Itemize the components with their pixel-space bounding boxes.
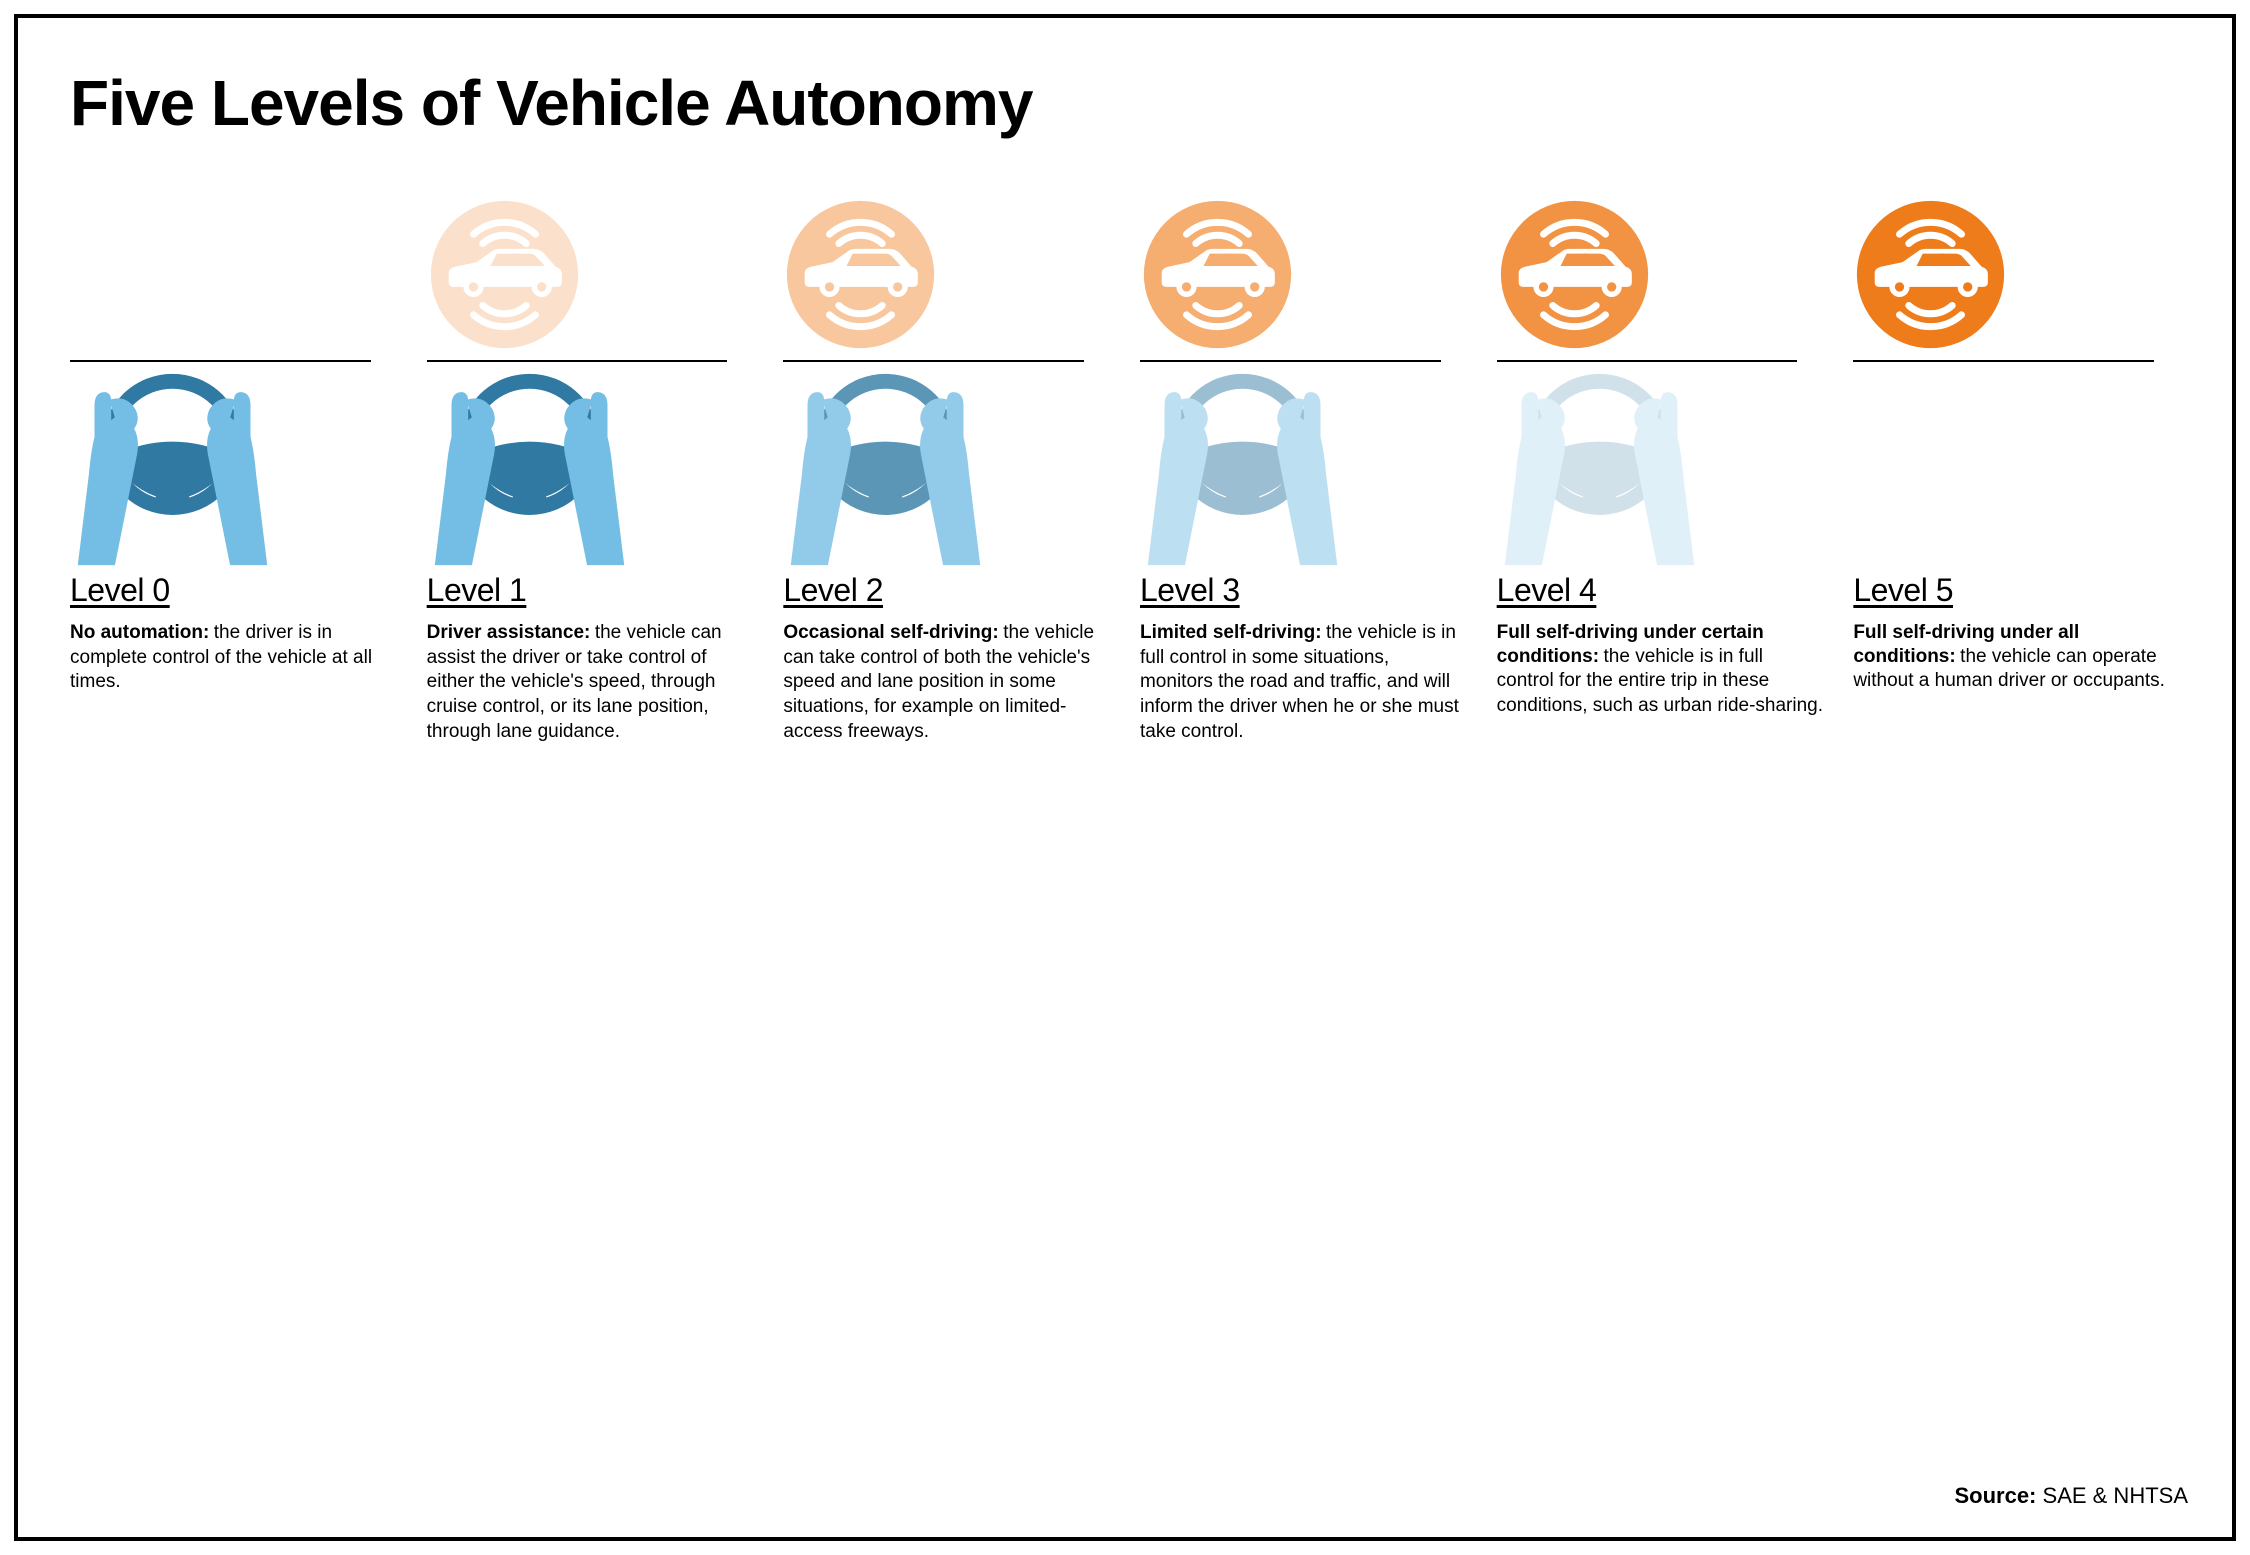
level-subtitle: No automation: [70,622,209,643]
source-label: Source: [1954,1483,2036,1508]
level-column: Level 1 Driver assistance: the vehicle ca… [427,190,754,744]
level-subtitle: Driver assistance: [427,622,591,643]
level-divider [1853,360,2154,362]
level-divider [783,360,1084,362]
level-column: Level 4 Full self-driving under certain c… [1497,190,1824,744]
autonomous-car-icon [1853,190,2180,360]
steering-wheel-icon [1497,372,1824,572]
autonomous-car-icon [1140,190,1467,360]
autonomous-car-icon [70,190,397,360]
infographic-frame: Five Levels of Vehicle Autonomy Level 0 N… [14,14,2236,1541]
level-name: Level 3 [1140,572,1467,609]
steering-wheel-icon [1853,372,2180,572]
level-description: Occasional self-driving: the vehicle can… [783,621,1110,744]
page-title: Five Levels of Vehicle Autonomy [70,66,2180,140]
level-name: Level 4 [1497,572,1824,609]
steering-wheel-icon [783,372,1110,572]
level-name: Level 5 [1853,572,2180,609]
level-name: Level 0 [70,572,397,609]
autonomous-car-icon [427,190,754,360]
level-column: Level 5 Full self-driving under all condi… [1853,190,2180,744]
level-subtitle: Limited self-driving: [1140,622,1322,643]
level-column: Level 2 Occasional self-driving: the vehi… [783,190,1110,744]
level-name: Level 1 [427,572,754,609]
level-description: Driver assistance: the vehicle can assis… [427,621,754,744]
autonomous-car-icon [783,190,1110,360]
steering-wheel-icon [1140,372,1467,572]
steering-wheel-icon [70,372,397,572]
level-name: Level 2 [783,572,1110,609]
level-column: Level 0 No automation: the driver is in c… [70,190,397,744]
level-description: Full self-driving under certain conditio… [1497,621,1824,719]
level-description: Limited self-driving: the vehicle is in … [1140,621,1467,744]
level-subtitle: Occasional self-driving: [783,622,998,643]
autonomous-car-icon [1497,190,1824,360]
level-divider [427,360,728,362]
level-description: Full self-driving under all conditions: … [1853,621,2180,694]
steering-wheel-icon [427,372,754,572]
levels-grid: Level 0 No automation: the driver is in c… [70,190,2180,744]
level-description: No automation: the driver is in complete… [70,621,397,695]
source-line: Source: SAE & NHTSA [1954,1483,2188,1509]
source-value: SAE & NHTSA [2043,1483,2188,1508]
level-divider [1497,360,1798,362]
level-divider [1140,360,1441,362]
level-divider [70,360,371,362]
level-column: Level 3 Limited self-driving: the vehicle… [1140,190,1467,744]
